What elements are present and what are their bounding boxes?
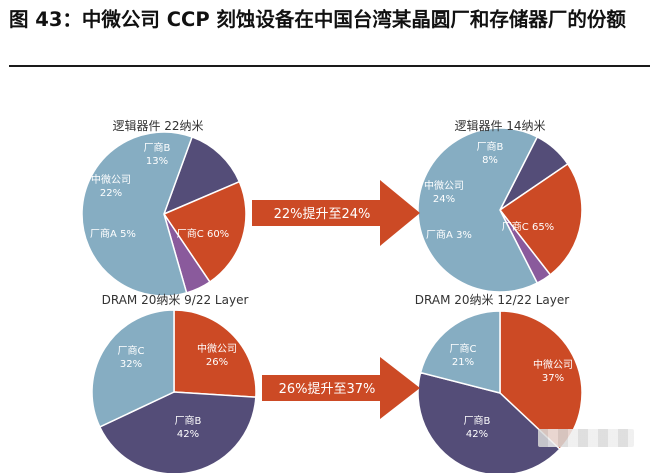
pie-slice <box>91 309 175 428</box>
slice-value-label: 26% <box>206 357 228 368</box>
change-arrow <box>262 357 420 419</box>
slice-label: 厂商B <box>477 140 504 153</box>
change-arrow <box>252 180 420 246</box>
pie-slice <box>417 127 539 293</box>
slice-label: 中微公司 <box>91 173 131 186</box>
slice-value-label: 37% <box>542 373 564 384</box>
pie-slice <box>162 180 247 284</box>
pie-title: DRAM 20纳米 9/22 Layer <box>102 293 249 307</box>
slice-label: 厂商A 3% <box>426 228 472 241</box>
slice-label: 厂商C 60% <box>177 227 229 240</box>
slice-label: 厂商B <box>175 414 202 427</box>
slice-label: 厂商C 65% <box>502 220 554 233</box>
pie-slice <box>498 162 583 276</box>
slice-value-label: 8% <box>482 155 498 166</box>
slice-value-label: 13% <box>146 156 168 167</box>
watermark-blur <box>538 429 634 447</box>
slice-value-label: 42% <box>177 429 199 440</box>
arrow-label: 26%提升至37% <box>279 381 376 397</box>
slice-label: 厂商B <box>144 141 171 154</box>
arrow-label: 22%提升至24% <box>274 206 371 222</box>
slice-value-label: 24% <box>433 194 455 205</box>
pie-slice <box>173 309 257 398</box>
slice-label: 中微公司 <box>424 179 464 192</box>
slice-value-label: 32% <box>120 359 142 370</box>
slice-label: 中微公司 <box>197 342 237 355</box>
pie-slice <box>419 310 501 394</box>
figure-title: 图 43：中微公司 CCP 刻蚀设备在中国台湾某晶圆厂和存储器厂的份额 <box>9 8 626 31</box>
slice-label: 厂商A 5% <box>90 227 136 240</box>
pie-title: 逻辑器件 14纳米 <box>454 119 545 133</box>
slice-label: 厂商C <box>450 342 477 355</box>
pie-title: 逻辑器件 22纳米 <box>112 119 203 133</box>
title-divider <box>9 65 650 67</box>
slice-value-label: 42% <box>466 429 488 440</box>
slice-label: 厂商B <box>464 414 491 427</box>
pie-slice <box>81 131 194 297</box>
slice-value-label: 21% <box>452 357 474 368</box>
pie-slice <box>417 371 561 473</box>
pie-slice <box>98 391 257 473</box>
pie-slice <box>162 135 241 216</box>
pie-title: DRAM 20纳米 12/22 Layer <box>415 293 569 307</box>
slice-label: 中微公司 <box>533 358 573 371</box>
slice-label: 厂商C <box>118 344 145 357</box>
slice-value-label: 22% <box>100 188 122 199</box>
